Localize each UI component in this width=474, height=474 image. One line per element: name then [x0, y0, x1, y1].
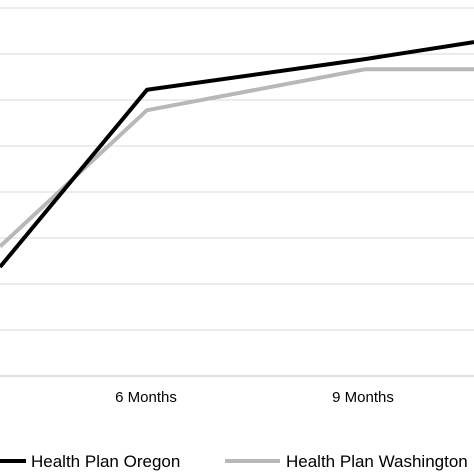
legend: Health Plan Oregon Health Plan Washington [0, 452, 468, 471]
series-lines [0, 40, 474, 269]
legend-label-2: Health Plan Washington [286, 452, 468, 471]
legend-label-1: Health Plan Oregon [31, 452, 180, 471]
series-line-1 [0, 40, 474, 269]
series-line-2 [0, 67, 474, 248]
gridlines [0, 7, 474, 377]
x-tick-label: 6 Months [115, 389, 177, 406]
x-tick-label: 9 Months [332, 389, 394, 406]
x-axis-tick-labels: 6 Months 9 Months [115, 389, 394, 406]
